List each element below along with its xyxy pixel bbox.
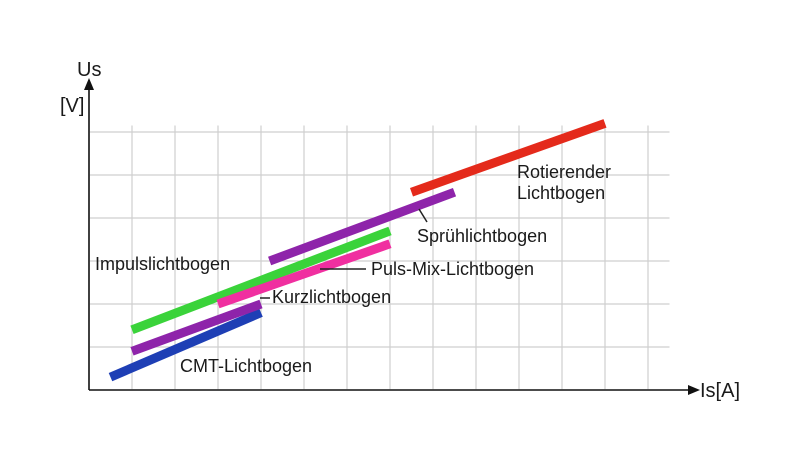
y-axis-arrow-icon [84, 78, 94, 90]
series-group [108, 119, 607, 382]
label-rotierender-line2: Lichtbogen [517, 183, 605, 203]
label-puls-mix-lichtbogen: Puls-Mix-Lichtbogen [371, 259, 534, 279]
label-kurzlichtbogen: Kurzlichtbogen [272, 287, 391, 307]
series-bar-cmt-lichtbogen [108, 308, 263, 382]
leader-line-spruh [418, 208, 428, 223]
series-bar-spr-hlichtbogen [268, 187, 457, 266]
y-axis-label-line1: Us [77, 59, 101, 81]
series-bar-kurzlichtbogen [130, 299, 263, 356]
label-cmt-lichtbogen: CMT-Lichtbogen [180, 356, 312, 376]
x-axis-arrow-icon [688, 385, 700, 395]
axes [84, 78, 700, 395]
y-axis-label-line2: [V] [60, 95, 84, 117]
x-axis-label: Is[A] [700, 380, 740, 402]
label-rotierender-line1: Rotierender [517, 162, 611, 182]
series-bar-rotierender-lichtbogen [409, 119, 607, 197]
series-bar-puls-mix-lichtbogen [216, 239, 392, 309]
label-impulslichtbogen: Impulslichtbogen [95, 254, 230, 274]
label-spruhlichtbogen: Sprühlichtbogen [417, 226, 547, 246]
series-bar-impulslichtbogen [130, 226, 392, 335]
